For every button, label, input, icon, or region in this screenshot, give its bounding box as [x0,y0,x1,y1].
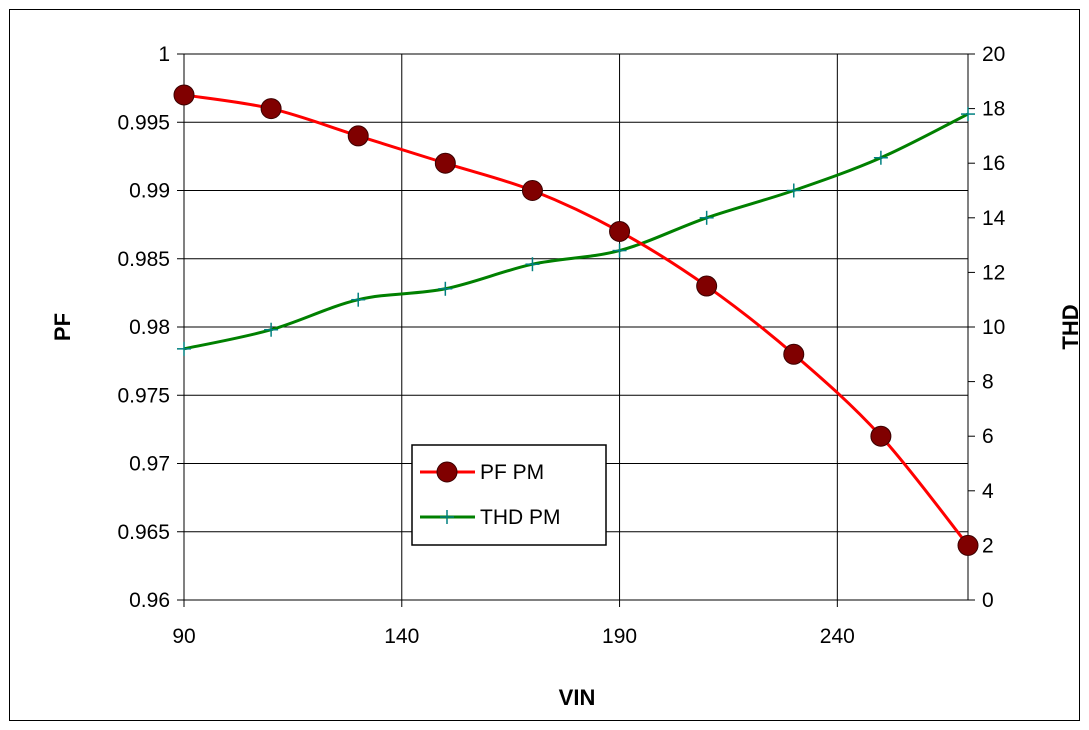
x-tick-label: 190 [602,625,637,648]
legend-box [411,444,607,546]
data-point-pf-pm [783,343,805,365]
y-right-tick-label: 8 [982,371,994,394]
data-point-pf-pm [260,98,282,120]
y-left-axis-title: PF [50,313,75,341]
y-left-tick-label: 0.96 [129,589,170,612]
y-left-tick-label: 0.99 [129,180,170,203]
x-tick-label: 140 [384,625,419,648]
y-left-tick-label: 0.975 [117,384,170,407]
data-point-thd-pm [177,341,191,356]
y-right-tick-label: 10 [982,316,1005,339]
y-right-tick-label: 0 [982,589,994,612]
data-point-pf-pm [696,275,718,297]
data-point-thd-pm [786,183,801,198]
data-point-thd-pm [264,322,279,337]
y-left-tick-label: 0.995 [117,111,170,134]
y-left-tick-label: 0.985 [117,248,170,271]
y-right-tick-label: 20 [982,43,1005,66]
y-right-tick-label: 12 [982,261,1005,284]
series-line-thd-pm [183,112,969,351]
legend-label-0: PF PM [480,461,544,484]
y-left-tick-label: 0.965 [117,521,170,544]
data-point-thd-pm [351,292,366,307]
y-left-tick-label: 1 [158,43,170,66]
y-right-tick-label: 4 [982,480,994,503]
legend-marker-0 [436,461,458,483]
x-ticks: 90 140 190 240 [172,600,855,648]
y-right-tick-label: 6 [982,425,994,448]
legend-label-1: THD PM [480,506,561,529]
data-point-thd-pm [525,257,540,272]
data-point-pf-pm [434,152,456,174]
x-tick-label: 90 [172,625,195,648]
data-point-thd-pm [438,281,453,296]
y-right-tick-label: 18 [982,98,1005,121]
data-point-pf-pm [347,125,369,147]
y-left-tick-label: 0.97 [129,453,170,476]
x-tick-label: 240 [820,625,855,648]
data-point-thd-pm [961,107,975,122]
y-right-axis-title: THD [1058,304,1083,349]
data-point-thd-pm [873,150,888,165]
data-point-pf-pm [870,425,892,447]
legend: PF PM THD PM [411,444,607,546]
y-left-tick-label: 0.98 [129,316,170,339]
data-point-thd-pm [612,243,627,258]
chart-frame [9,9,1080,721]
data-point-pf-pm [173,84,195,106]
y-left-ticks: 0.96 0.965 0.97 0.975 0.98 0.985 0.99 0.995 1 [117,43,184,612]
y-right-ticks: 0 2 4 6 8 10 12 14 16 18 20 [968,43,1006,612]
y-right-tick-label: 14 [982,207,1006,230]
series-line-pf-pm [183,93,970,547]
data-point-pf-pm [521,180,543,201]
y-right-tick-label: 2 [982,534,994,557]
series-layer [173,84,979,556]
y-right-tick-label: 16 [982,152,1005,175]
x-axis-title: VIN [559,685,596,710]
data-point-pf-pm [609,220,631,242]
legend-marker-1 [440,510,454,524]
data-point-pf-pm [957,534,979,556]
data-point-thd-pm [699,210,714,225]
